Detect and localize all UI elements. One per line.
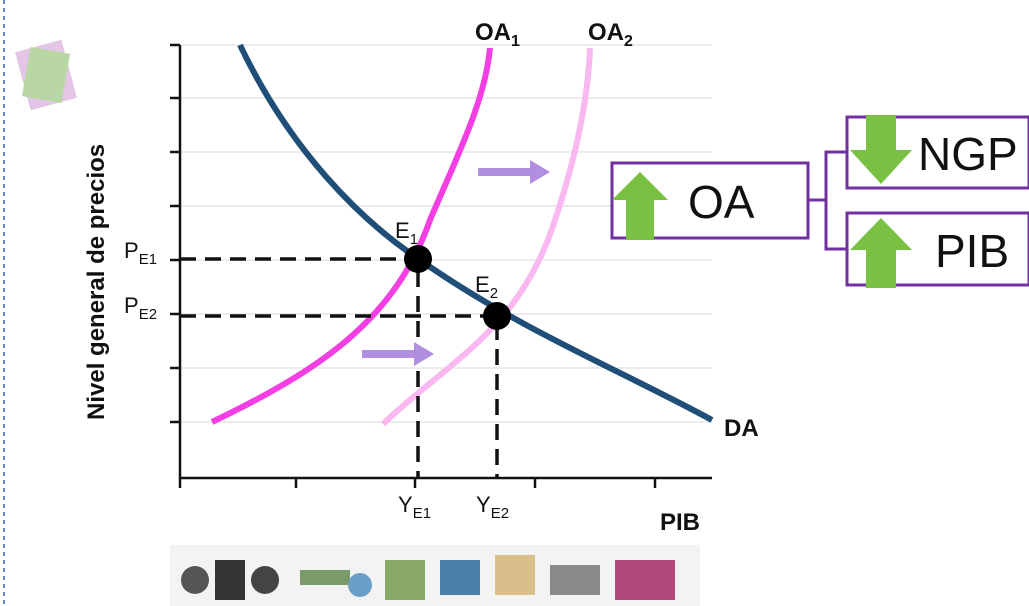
curve-label: DA [724,415,759,442]
effect-label: NGP [918,128,1018,180]
products-image [170,545,700,606]
money-image [15,39,77,111]
quantity-label: YE2 [476,492,509,522]
quantity-label: YE1 [398,492,431,522]
up-arrow [612,172,668,240]
equilibrium-point [404,245,432,273]
point-label: E2 [475,272,498,302]
price-label: PE2 [124,293,157,323]
price-label: PE1 [124,238,157,268]
shift-arrows [362,160,550,366]
connector [808,150,847,251]
point-label: E1 [395,218,418,248]
up-arrow [850,218,912,288]
summary-diagram: OA NGP PIB [610,115,1029,288]
cause-label: OA [688,176,755,228]
curve-label: OA2 [588,19,633,50]
effect-label: PIB [935,225,1009,277]
axes [170,43,712,488]
oa2-curve [380,47,593,427]
oa1-curve [210,47,493,425]
equilibrium-point [483,302,511,330]
curve-label: OA1 [475,19,520,50]
graph: OA1 OA2 DA E1 E2 PE1 PE2 YE1 YE2 PIB Niv… [83,19,759,536]
down-arrow [850,115,912,184]
x-axis-label: PIB [660,509,700,536]
y-axis-label: Nivel general de precios [83,144,110,420]
